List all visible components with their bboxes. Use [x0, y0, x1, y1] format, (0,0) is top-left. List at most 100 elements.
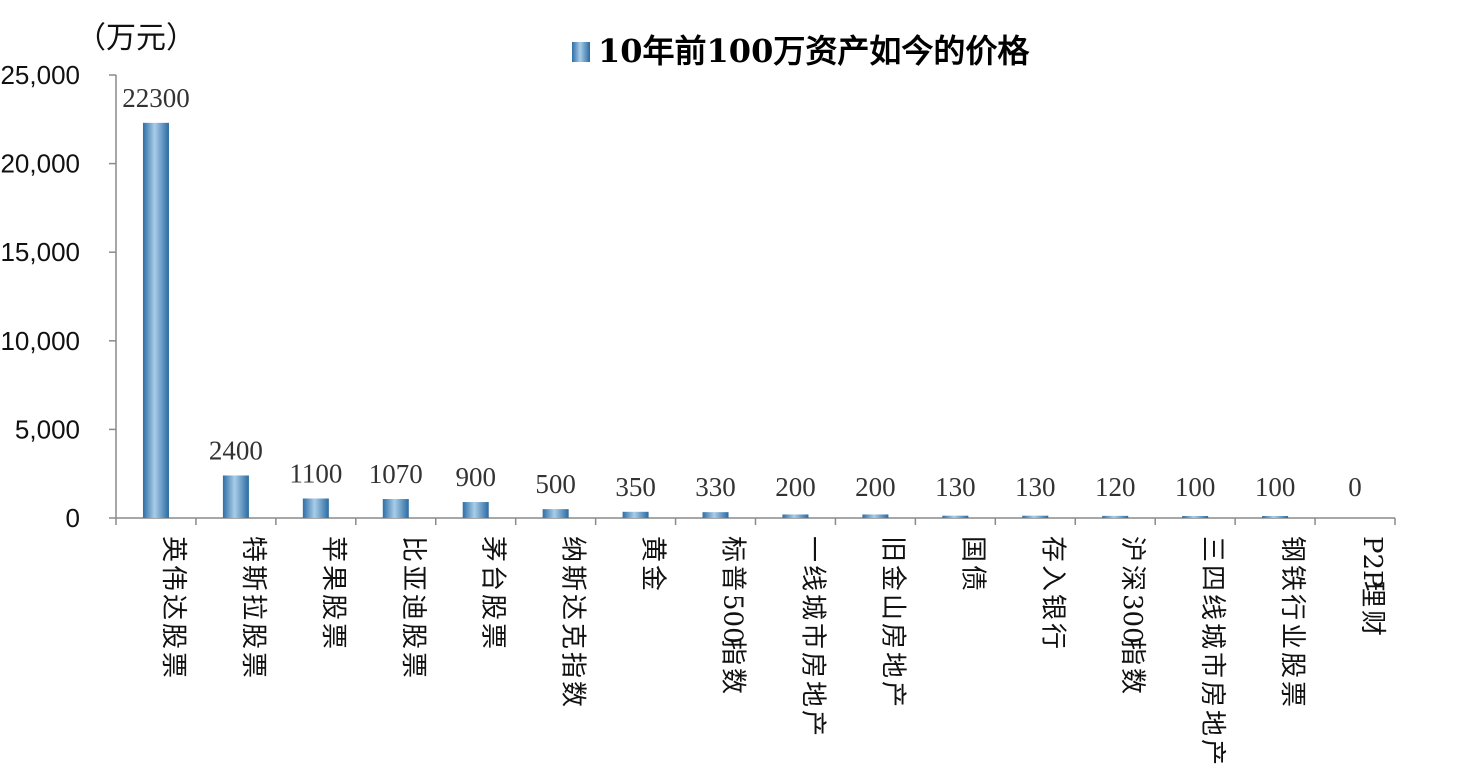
category-label-part: 业 [1277, 623, 1307, 649]
category-label-part: 山 [877, 594, 907, 620]
category-label-part: P2P [1357, 536, 1387, 588]
x-axis [115, 517, 1396, 525]
bar [1262, 516, 1289, 518]
category-label-part: 股 [238, 623, 268, 649]
bar [222, 475, 249, 518]
category-label-part: 克 [558, 623, 588, 649]
category-label-part: 标 [718, 536, 748, 562]
category-label-part: 市 [1197, 652, 1227, 678]
bar-series [142, 122, 1289, 519]
category-label-part: 金 [877, 565, 907, 591]
category-label-part: 达 [558, 594, 588, 620]
data-label: 200 [775, 472, 816, 502]
legend-label: 10年前100万资产如今的价格 [598, 32, 1030, 70]
category-label-part: 票 [1277, 681, 1307, 707]
category-label-part: 苹 [318, 536, 348, 562]
category-label-part: 普 [718, 565, 748, 591]
y-tick-label: 5,000 [15, 414, 80, 444]
data-label: 350 [615, 472, 656, 502]
category-label-part: 亚 [398, 565, 428, 591]
category-label-part: 票 [238, 652, 268, 678]
category-label-part: 台 [478, 565, 508, 591]
category-label-part: 黄 [638, 536, 668, 562]
category-label-group: 英伟达股票特斯拉股票苹果股票比亚迪股票茅台股票纳斯达克指数黄金标普500指数一线… [158, 536, 1387, 765]
category-label-part: 三 [1197, 536, 1227, 562]
y-tick-label: 15,000 [0, 237, 80, 267]
data-label-group: 22300 2400 1100 1070 900 500 350 330 200 200 130 13… [122, 83, 1362, 502]
category-label-part: 国 [957, 536, 987, 562]
category-label-part: 地 [877, 652, 907, 678]
category-label-part: 线 [1197, 594, 1227, 620]
y-tick-label: 10,000 [0, 326, 80, 356]
bar [1022, 515, 1049, 518]
data-label: 22300 [122, 83, 190, 113]
category-label-part: 四 [1197, 565, 1227, 591]
bar [862, 514, 889, 518]
data-label: 130 [935, 472, 976, 502]
category-label-part: 迪 [398, 594, 428, 620]
category-label-part: 300 [1117, 594, 1147, 644]
category-label-part: 股 [1277, 652, 1307, 678]
data-label: 900 [455, 462, 496, 492]
category-label-part: 地 [1197, 710, 1227, 736]
category-label-part: 斯 [558, 565, 588, 591]
category-label-part: 指 [718, 639, 748, 665]
category-label-part: 地 [797, 681, 827, 707]
category-label-part: 市 [797, 623, 827, 649]
category-label: 国债 [957, 536, 987, 591]
bar [1182, 516, 1209, 518]
category-label-part: 产 [797, 710, 827, 736]
category-label-part: 票 [398, 652, 428, 678]
data-label: 100 [1255, 472, 1296, 502]
category-label: 黄金 [638, 536, 668, 591]
bar [782, 514, 809, 518]
category-label-part: 票 [318, 623, 348, 649]
category-label-part: 铁 [1277, 565, 1307, 591]
data-label: 1100 [289, 459, 342, 489]
bar [142, 122, 169, 519]
category-label-part: 伟 [158, 565, 188, 591]
bar [942, 515, 969, 518]
category-label-part: 行 [1277, 594, 1307, 620]
y-axis: 0 5,000 10,000 15,000 20,000 25,000 [0, 60, 117, 533]
bar [542, 509, 569, 518]
category-label-part: 指 [1117, 639, 1147, 665]
category-label-part: 股 [158, 623, 188, 649]
legend: 10年前100万资产如今的价格 [572, 32, 1030, 70]
category-label-part: 钢 [1277, 536, 1307, 562]
category-label-part: 数 [558, 681, 588, 707]
bar [382, 499, 409, 518]
category-label-part: 数 [718, 668, 748, 694]
category-label-part: 达 [158, 594, 188, 620]
category-label-part: 产 [1197, 739, 1227, 765]
data-label: 2400 [209, 435, 263, 465]
category-label-part: 指 [558, 652, 588, 678]
category-label-part: 票 [478, 623, 508, 649]
category-label-part: 深 [1117, 565, 1147, 591]
category-label-part: 股 [318, 594, 348, 620]
y-axis-unit-label: （万元） [76, 21, 196, 56]
category-label-part: 旧 [877, 536, 907, 562]
data-label: 200 [855, 472, 896, 502]
category-label-part: 房 [1197, 681, 1227, 707]
data-label: 100 [1175, 472, 1216, 502]
y-tick-label: 0 [66, 503, 80, 533]
bar [622, 511, 649, 518]
category-label-part: 特 [238, 536, 268, 562]
category-label-part: 房 [877, 623, 907, 649]
category-label-part: 行 [1037, 623, 1067, 649]
bar [702, 512, 729, 518]
category-label-part: 比 [398, 536, 428, 562]
category-label-part: 房 [797, 652, 827, 678]
y-tick-label: 25,000 [0, 60, 80, 90]
legend-swatch [572, 42, 590, 62]
